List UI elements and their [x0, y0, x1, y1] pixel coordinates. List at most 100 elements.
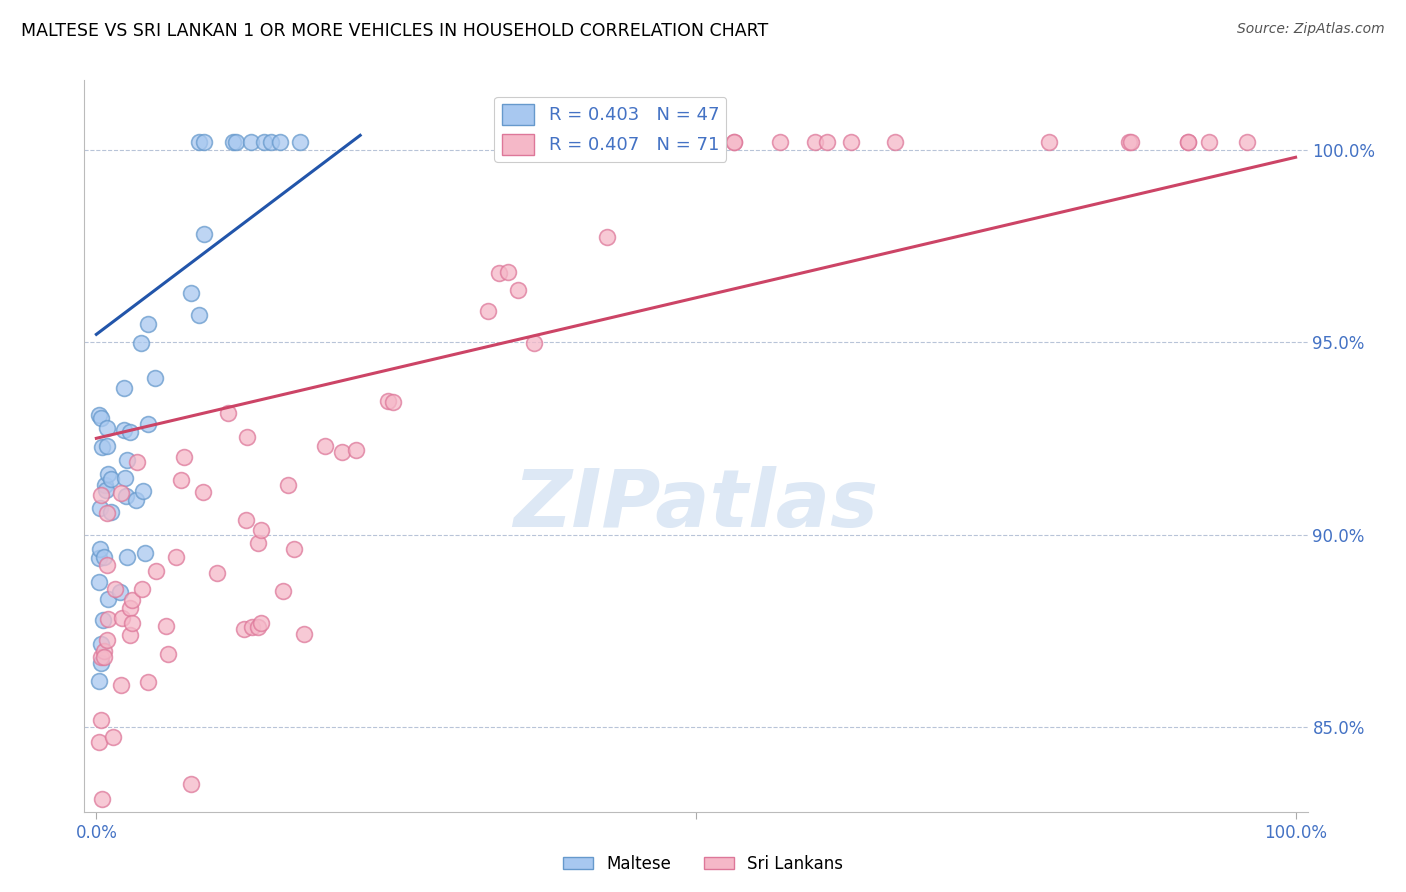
Point: [96, 439, 118, 453]
Point: [236, 430, 259, 444]
Point: [1118, 135, 1140, 149]
Point: [91, 613, 114, 627]
Point: [127, 454, 149, 468]
Point: [110, 486, 132, 500]
Point: [136, 675, 159, 690]
Point: [97, 592, 120, 607]
Point: [277, 478, 299, 492]
Text: MALTESE VS SRI LANKAN 1 OR MORE VEHICLES IN HOUSEHOLD CORRELATION CHART: MALTESE VS SRI LANKAN 1 OR MORE VEHICLES…: [21, 22, 768, 40]
Point: [93, 478, 115, 492]
Point: [96, 558, 118, 573]
Point: [225, 135, 247, 149]
Point: [90, 411, 112, 425]
Point: [249, 523, 271, 537]
Point: [155, 618, 177, 632]
Point: [118, 601, 141, 615]
Point: [884, 135, 907, 149]
Point: [91, 440, 114, 454]
Point: [87, 408, 110, 422]
Point: [90, 638, 112, 652]
Point: [283, 541, 305, 556]
Point: [249, 616, 271, 631]
Point: [112, 381, 135, 395]
Point: [97, 612, 120, 626]
Point: [1121, 135, 1143, 149]
Point: [96, 483, 118, 498]
Point: [377, 393, 399, 408]
Point: [235, 513, 257, 527]
Point: [114, 489, 136, 503]
Point: [90, 488, 112, 502]
Point: [89, 734, 111, 748]
Point: [93, 644, 115, 658]
Point: [143, 371, 166, 385]
Point: [132, 483, 155, 498]
Point: [93, 649, 115, 664]
Point: [247, 620, 270, 634]
Point: [232, 622, 254, 636]
Point: [136, 318, 159, 332]
Point: [87, 574, 110, 589]
Point: [344, 443, 367, 458]
Legend: R = 0.403   N = 47, R = 0.407   N = 71: R = 0.403 N = 47, R = 0.407 N = 71: [495, 96, 727, 161]
Point: [240, 620, 263, 634]
Point: [129, 336, 152, 351]
Point: [221, 135, 243, 149]
Point: [768, 135, 790, 149]
Point: [330, 445, 353, 459]
Point: [170, 474, 193, 488]
Point: [87, 550, 110, 565]
Point: [87, 673, 110, 688]
Point: [523, 335, 546, 350]
Point: [488, 265, 510, 279]
Point: [193, 227, 215, 241]
Point: [89, 500, 111, 515]
Point: [90, 792, 112, 806]
Point: [173, 450, 195, 464]
Point: [188, 135, 211, 149]
Point: [103, 731, 125, 745]
Point: [1038, 135, 1060, 149]
Point: [180, 285, 202, 300]
Point: [117, 549, 139, 564]
Point: [193, 135, 215, 149]
Point: [120, 628, 142, 642]
Text: ZIPatlas: ZIPatlas: [513, 466, 879, 543]
Point: [804, 135, 827, 149]
Point: [288, 135, 311, 149]
Point: [96, 506, 118, 520]
Point: [723, 135, 745, 149]
Point: [111, 611, 134, 625]
Point: [193, 484, 215, 499]
Point: [112, 424, 135, 438]
Point: [839, 135, 862, 149]
Point: [97, 467, 120, 481]
Point: [108, 585, 131, 599]
Point: [246, 535, 269, 549]
Point: [269, 135, 291, 149]
Point: [145, 564, 167, 578]
Point: [240, 135, 263, 149]
Point: [496, 265, 519, 279]
Point: [121, 616, 143, 631]
Point: [815, 135, 838, 149]
Point: [96, 633, 118, 648]
Point: [104, 582, 127, 596]
Point: [90, 650, 112, 665]
Point: [157, 648, 180, 662]
Point: [217, 406, 239, 420]
Point: [121, 592, 143, 607]
Point: [124, 492, 146, 507]
Point: [93, 550, 115, 565]
Point: [131, 582, 153, 597]
Point: [508, 283, 530, 297]
Point: [117, 452, 139, 467]
Point: [187, 309, 209, 323]
Point: [96, 421, 118, 435]
Point: [180, 776, 202, 790]
Legend: Maltese, Sri Lankans: Maltese, Sri Lankans: [555, 848, 851, 880]
Point: [1177, 135, 1199, 149]
Point: [260, 135, 283, 149]
Point: [292, 627, 315, 641]
Point: [1198, 135, 1220, 149]
